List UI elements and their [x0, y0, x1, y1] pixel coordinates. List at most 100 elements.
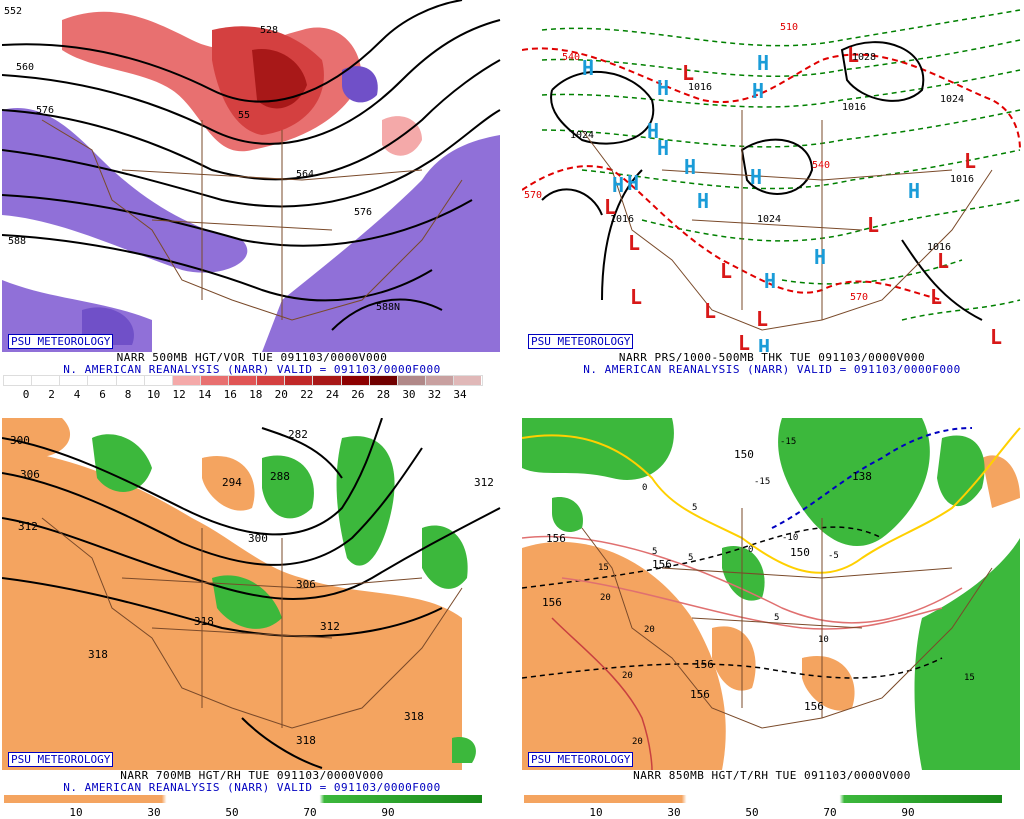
contour-label: 576 — [354, 207, 372, 218]
temp-label: 20 — [600, 593, 611, 603]
high-pressure-marker: H — [750, 165, 762, 189]
temp-label: -15 — [754, 477, 770, 487]
thickness-label: 570 — [524, 190, 542, 201]
height-label: 156 — [546, 532, 566, 545]
high-pressure-marker: H — [612, 173, 624, 197]
contour-label: 318 — [194, 615, 214, 628]
high-pressure-marker: H — [757, 51, 769, 75]
contour-label: 306 — [296, 578, 316, 591]
height-label: 156 — [652, 558, 672, 571]
isobar-label: 1024 — [757, 214, 781, 225]
low-pressure-marker: L — [720, 259, 732, 283]
colorbar-tick: 30 — [667, 806, 681, 819]
contour-label: 318 — [296, 734, 316, 747]
isobar-label: 1024 — [570, 130, 594, 141]
thickness-label: 540 — [562, 52, 580, 63]
colorbar-swatch — [31, 375, 62, 386]
colorbar-tick: 12 — [172, 388, 186, 401]
temp-label: 0 — [748, 545, 753, 555]
map-850mb-temp-rh: 156 156 156 156 156 156 150 150 138 -15 … — [522, 418, 1022, 770]
map-pressure-thickness: H H H H H H H H H H H H H H H L L L L — [522, 0, 1022, 352]
colorbar-ticks: 10 30 50 70 90 — [2, 806, 502, 819]
low-pressure-marker: L — [847, 43, 859, 67]
contour-label: 588 — [8, 236, 26, 247]
isobar-label: 1016 — [950, 174, 974, 185]
low-pressure-marker: L — [990, 325, 1002, 349]
high-pressure-marker: H — [752, 79, 764, 103]
colorbar-swatch — [59, 375, 90, 386]
temp-label: -10 — [782, 533, 798, 543]
colorbar-swatch — [115, 375, 146, 386]
colorbar-tick: 32 — [427, 388, 442, 401]
colorbar-swatch — [340, 375, 371, 386]
colorbar-tick: 18 — [249, 388, 263, 401]
height-label: 138 — [852, 470, 872, 483]
colorbar-swatch — [2, 375, 34, 386]
low-pressure-marker: L — [937, 249, 949, 273]
temp-label: -5 — [828, 551, 839, 561]
valid-time: N. AMERICAN REANALYSIS (NARR) VALID = 09… — [63, 781, 441, 794]
temp-label: 5 — [692, 503, 697, 513]
contour-label: 55 — [238, 110, 250, 121]
panel-700mb-rh: 300 306 312 282 294 288 300 306 312 318 … — [2, 418, 502, 819]
valid-time: N. AMERICAN REANALYSIS (NARR) VALID = 09… — [63, 363, 441, 376]
colorbar-tick: 26 — [351, 388, 365, 401]
brand-label: PSU METEOROLOGY — [8, 334, 114, 349]
height-label: 156 — [542, 596, 562, 609]
colorbar-tick: 14 — [198, 388, 212, 401]
product-title: NARR 850MB HGT/T/RH TUE 091103/0000V000 — [633, 769, 911, 782]
temp-label: 20 — [622, 671, 633, 681]
height-label: 156 — [694, 658, 714, 671]
contour-label: 552 — [4, 6, 22, 17]
isobar-label: 1016 — [927, 242, 951, 253]
high-pressure-marker: H — [647, 119, 659, 143]
low-pressure-marker: L — [738, 331, 750, 352]
high-pressure-marker: H — [908, 179, 920, 203]
map-700mb-rh: 300 306 312 282 294 288 300 306 312 318 … — [2, 418, 502, 770]
colorbar-tick: 6 — [99, 388, 106, 401]
low-pressure-marker: L — [682, 61, 694, 85]
temp-label: 5 — [774, 613, 779, 623]
rh-colorbar — [4, 795, 482, 803]
colorbar — [2, 375, 484, 386]
colorbar-tick: 50 — [745, 806, 759, 819]
colorbar-tick: 8 — [124, 388, 132, 401]
colorbar-swatch — [171, 375, 202, 386]
panel-850mb-temp-rh: 156 156 156 156 156 156 150 150 138 -15 … — [522, 418, 1022, 819]
contour-label: 306 — [20, 468, 40, 481]
contour-label: 588N — [376, 302, 400, 313]
colorbar-tick: 50 — [225, 806, 239, 819]
low-pressure-marker: L — [604, 195, 616, 219]
colorbar-tick: 4 — [73, 388, 81, 401]
brand-label: PSU METEOROLOGY — [528, 752, 634, 767]
high-pressure-marker: H — [764, 269, 776, 293]
low-pressure-marker: L — [756, 307, 768, 331]
colorbar-swatch — [87, 375, 118, 386]
contour-label: 318 — [88, 648, 108, 661]
contour-label: 312 — [320, 620, 340, 633]
panel-500mb-vorticity: 552 528 560 576 55 564 576 588 588N PSU … — [2, 0, 502, 401]
contour-label: 312 — [474, 476, 494, 489]
colorbar-tick: 24 — [325, 388, 339, 401]
high-pressure-marker: H — [582, 56, 594, 80]
colorbar-tick: 30 — [147, 806, 161, 819]
high-pressure-marker: H — [657, 136, 669, 160]
high-pressure-marker: H — [758, 335, 770, 352]
colorbar-tick: 10 — [69, 806, 83, 819]
colorbar-ticks: 10 30 50 70 90 — [522, 806, 1022, 819]
colorbar-swatch — [227, 375, 259, 386]
rh-colorbar — [524, 795, 1002, 803]
height-label: 156 — [690, 688, 710, 701]
contour-label: 300 — [10, 434, 30, 447]
thickness-label: 510 — [780, 22, 798, 33]
height-label: 150 — [790, 546, 810, 559]
low-pressure-marker: L — [867, 213, 879, 237]
temp-label: 20 — [632, 737, 643, 747]
isobar-label: 1024 — [940, 94, 964, 105]
low-pressure-marker: L — [930, 285, 942, 309]
colorbar-tick: 90 — [901, 806, 915, 819]
colorbar-tick: 22 — [300, 388, 314, 401]
isobar-label: 1016 — [688, 82, 712, 93]
colorbar-swatch — [424, 375, 456, 386]
low-pressure-marker: L — [964, 149, 976, 173]
